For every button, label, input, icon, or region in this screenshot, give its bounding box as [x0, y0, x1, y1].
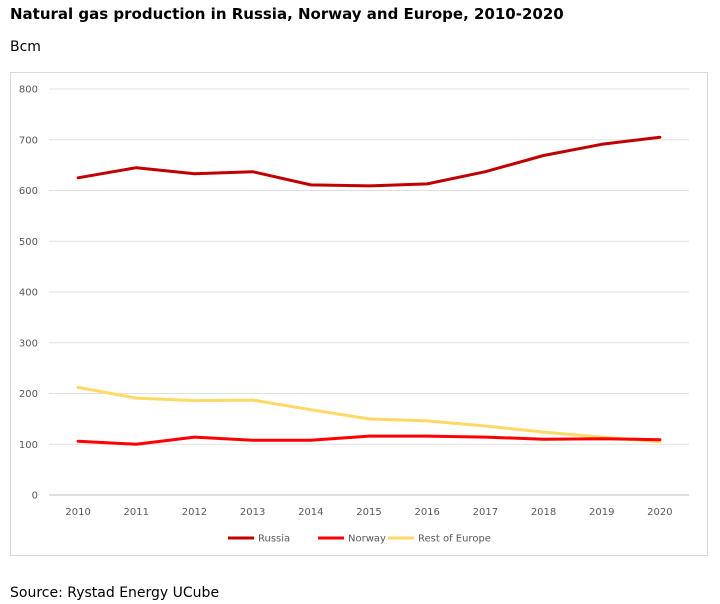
y-tick-label: 500: [19, 237, 38, 248]
y-tick-label: 0: [32, 491, 38, 502]
y-tick-label: 700: [19, 135, 38, 146]
legend-item-rest-of-europe: Rest of Europe: [388, 534, 491, 545]
y-tick-label: 100: [19, 440, 38, 451]
x-tick-label: 2016: [414, 507, 439, 518]
legend-label: Russia: [258, 534, 290, 545]
source-note: Source: Rystad Energy UCube: [10, 585, 220, 601]
x-tick-label: 2017: [473, 507, 498, 518]
x-tick-label: 2010: [65, 507, 90, 518]
legend: Russia Norway Rest of Europe: [228, 534, 491, 545]
x-tick-label: 2015: [356, 507, 381, 518]
x-tick-label: 2018: [531, 507, 556, 518]
chart-area: [10, 72, 708, 556]
y-axis-unit-label: Bcm: [10, 39, 41, 55]
y-tick-label: 400: [19, 288, 38, 299]
series-line-rest-of-europe: [76, 385, 662, 444]
legend-item-norway: Norway: [318, 534, 386, 545]
y-tick-label: 200: [19, 389, 38, 400]
chart-title: Natural gas production in Russia, Norway…: [10, 5, 564, 23]
legend-label: Rest of Europe: [418, 534, 491, 545]
series-line-russia: [76, 135, 662, 188]
series-lines: [76, 135, 662, 446]
gridlines: [49, 88, 689, 496]
legend-item-russia: Russia: [228, 534, 290, 545]
y-tick-label: 600: [19, 186, 38, 197]
x-tick-label: 2020: [647, 507, 672, 518]
y-tick-label: 800: [19, 85, 38, 96]
x-axis-ticks: 2010 2011 2012 2013 2014 2015 2016 2017 2018 2019…: [65, 507, 672, 518]
x-tick-label: 2011: [124, 507, 149, 518]
x-tick-label: 2013: [240, 507, 265, 518]
x-tick-label: 2019: [589, 507, 614, 518]
y-axis-ticks: 0 100 200 300 400 500 600 700 800: [19, 85, 38, 502]
x-tick-label: 2014: [298, 507, 323, 518]
legend-label: Norway: [348, 534, 386, 545]
y-tick-label: 300: [19, 338, 38, 349]
series-line-norway: [76, 434, 662, 446]
x-tick-label: 2012: [182, 507, 207, 518]
